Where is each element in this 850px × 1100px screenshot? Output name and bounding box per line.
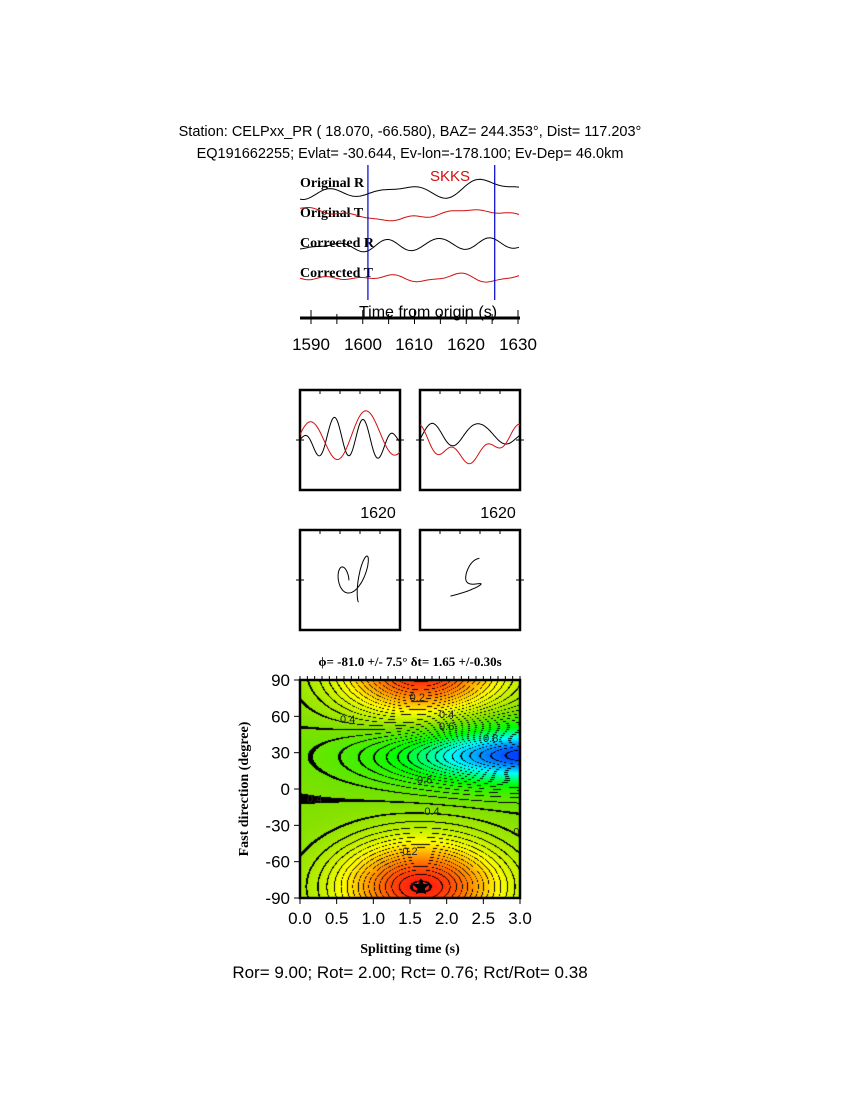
x-tick-label: 1.0 <box>362 909 386 928</box>
y-tick-label: 90 <box>271 671 290 690</box>
x-tick-label: 0.5 <box>325 909 349 928</box>
x-axis-label: Splitting time (s) <box>360 942 460 957</box>
chart-title: ϕ= -81.0 +/- 7.5° δt= 1.65 +/-0.30s <box>318 654 501 669</box>
contour-label: 0.4 <box>439 709 454 721</box>
y-axis-label: Fast direction (degree) <box>237 721 252 856</box>
event-info: EQ191662255; Evlat= -30.644, Ev-lon=-178… <box>197 146 624 162</box>
x-tick-label: 1620 <box>447 335 485 354</box>
particle-motion-panel: 1620 1620 <box>296 388 524 632</box>
contour-label: 0.4 <box>424 806 439 818</box>
y-tick-label: 60 <box>271 707 290 726</box>
waveform-overlay <box>299 416 401 459</box>
x-tick-label: 1.5 <box>398 909 422 928</box>
seismogram-trace <box>299 178 520 201</box>
trace-label-original-r: Original R <box>300 176 365 191</box>
x-tick-label: 2.5 <box>472 909 496 928</box>
y-tick-label: -30 <box>265 816 290 835</box>
seismogram-trace <box>299 207 520 222</box>
contour-label: 0.4 <box>340 714 355 726</box>
contour-label: 0.2 <box>402 846 417 858</box>
contour-label: 0.6 <box>439 721 454 733</box>
particle-motion-path <box>450 557 482 597</box>
seismogram-trace <box>299 237 520 253</box>
x-tick-label: 0.0 <box>288 909 312 928</box>
y-tick-label: 30 <box>271 744 290 763</box>
waveform-overlay <box>419 423 520 465</box>
x-tick-label: 3.0 <box>508 909 532 928</box>
trace-label-corrected-t: Corrected T <box>300 266 374 281</box>
x-tick-label: 1610 <box>395 335 433 354</box>
x-tick-label: 1600 <box>344 335 382 354</box>
pm-tick-label-right: 1620 <box>480 505 516 522</box>
trace-label-original-t: Original T <box>300 206 364 221</box>
x-tick-label: 1630 <box>499 335 537 354</box>
phase-label: SKKS <box>430 168 470 185</box>
contour-label: 0.6 <box>417 774 432 786</box>
seismogram-panel: SKKS Original R Original T Corrected R C… <box>292 165 537 354</box>
contour-panel: ϕ= -81.0 +/- 7.5° δt= 1.65 +/-0.30s Fast… <box>237 654 532 957</box>
particle-motion-box <box>418 528 522 632</box>
contour-label: 0.8 <box>483 733 498 745</box>
y-tick-label: -60 <box>265 853 290 872</box>
waveform-overlay <box>419 422 521 447</box>
contour-label: 0 <box>513 826 519 838</box>
plot-frame <box>298 678 522 900</box>
pm-tick-label-left: 1620 <box>360 505 396 522</box>
x-tick-label: 1590 <box>292 335 330 354</box>
waveform-overlay <box>299 410 401 460</box>
seismogram-trace <box>299 272 520 283</box>
contour-label: 0.4 <box>307 794 322 806</box>
x-tick-label: 2.0 <box>435 909 459 928</box>
particle-motion-path <box>337 555 369 603</box>
station-info: Station: CELPxx_PR ( 18.070, -66.580), B… <box>179 124 642 140</box>
contour-label: 0.2 <box>410 692 425 704</box>
y-tick-label: -90 <box>265 889 290 908</box>
particle-motion-box <box>418 388 522 492</box>
y-tick-label: 0 <box>281 780 290 799</box>
best-fit-star-icon <box>412 878 430 895</box>
splitting-energy-heatmap <box>300 680 520 898</box>
ratio-summary: Ror= 9.00; Rot= 2.00; Rct= 0.76; Rct/Rot… <box>232 963 587 982</box>
particle-motion-box <box>298 528 402 632</box>
